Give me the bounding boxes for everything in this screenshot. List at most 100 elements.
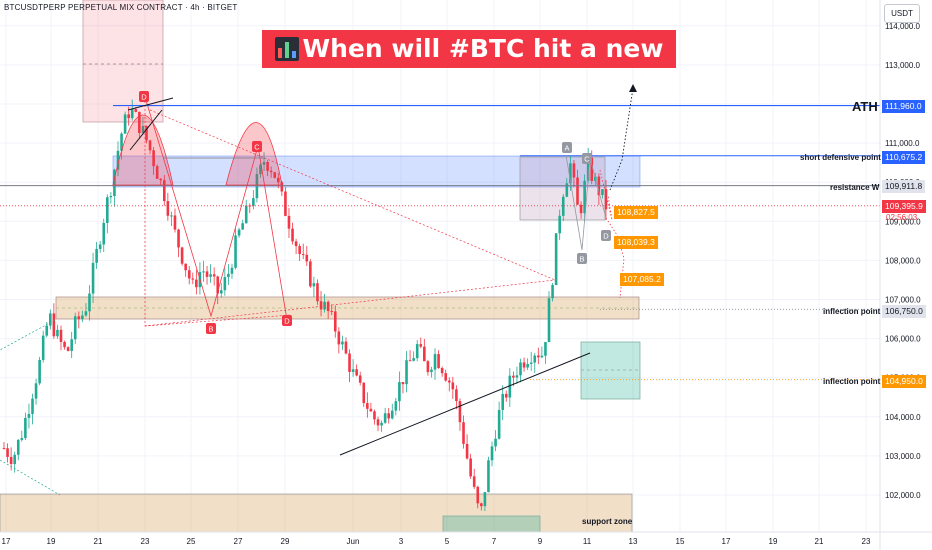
candle-body: [376, 419, 380, 426]
candle-body: [355, 369, 358, 376]
candle-body: [330, 311, 334, 313]
candle-body: [66, 347, 70, 351]
candle-body: [319, 301, 323, 310]
green-dotted-path: [0, 319, 56, 351]
candle-body: [604, 189, 608, 210]
time-tick-label: 13: [629, 537, 638, 546]
target-badge-3: 107,085.2: [620, 273, 664, 286]
target-badge-1: 108,827.5: [614, 206, 658, 219]
candle-body: [170, 215, 173, 217]
green-dotted-path-2: [0, 459, 61, 496]
candle-body: [490, 446, 494, 461]
candle-body: [501, 393, 504, 410]
candle-body: [187, 270, 191, 279]
candle-body: [195, 279, 198, 288]
candle-body: [437, 354, 440, 369]
candle-body: [294, 241, 298, 247]
price-axis: 102,000.0103,000.0104,000.0105,000.0106,…: [879, 0, 921, 550]
trend-line-top: [127, 97, 174, 111]
candle-body: [276, 177, 280, 183]
price-tick-label: 104,000.0: [885, 413, 921, 422]
candle-body: [423, 346, 426, 362]
inflection-label-2: inflection point: [823, 377, 881, 386]
candle-body: [316, 283, 319, 302]
currency-button[interactable]: USDT: [884, 4, 920, 23]
candle-body: [273, 172, 277, 178]
candle-body: [369, 408, 373, 412]
candle-body: [512, 375, 515, 378]
candle-body: [138, 111, 141, 133]
candle-body: [123, 114, 127, 134]
uptrend-line: [339, 352, 591, 456]
candle-body: [173, 215, 177, 230]
candle-body: [472, 476, 476, 487]
pattern-marker: [582, 153, 592, 164]
candle-body: [230, 267, 234, 274]
candle-body: [558, 215, 561, 234]
candle-body: [180, 247, 184, 264]
pattern-marker: [139, 91, 149, 102]
candle-body: [109, 196, 113, 198]
candle-body: [81, 315, 84, 320]
drawn-zones: [0, 0, 641, 533]
price-tick-label: 114,000.0: [885, 22, 921, 31]
pattern-marker: [252, 141, 262, 152]
time-tick-label: 21: [815, 537, 824, 546]
candle-body: [590, 157, 594, 182]
candle-body: [155, 166, 159, 179]
current-price-badge: 109,395.9: [882, 200, 926, 213]
candle-body: [433, 354, 437, 370]
time-tick-label: 21: [94, 537, 103, 546]
time-tick-label: 19: [769, 537, 778, 546]
candle-body: [398, 382, 401, 402]
candle-body: [127, 114, 130, 119]
candle-body: [358, 375, 362, 383]
candle-body: [31, 398, 34, 414]
top-left-supply-zone: [82, 0, 164, 123]
candle-body: [426, 361, 430, 373]
candle-body: [305, 254, 309, 262]
right-abcd-path: [565, 154, 607, 251]
candle-body: [373, 411, 376, 420]
inflection-badge-1: 106,750.0: [882, 305, 926, 318]
candle-body: [366, 403, 369, 409]
pattern-marker: [601, 230, 611, 241]
candle-body: [262, 161, 266, 165]
time-tick-label: 23: [141, 537, 150, 546]
candle-body: [401, 382, 405, 385]
time-tick-label: 7: [492, 537, 497, 546]
candle-body: [141, 126, 145, 133]
candle-body: [387, 413, 391, 419]
resistance-badge: 109,911.8: [882, 180, 926, 193]
candle-body: [405, 360, 408, 385]
price-tick-label: 108,000.0: [885, 256, 921, 265]
candle-body: [333, 311, 337, 332]
candle-body: [6, 448, 9, 457]
ath-label: ATH: [852, 99, 878, 114]
candle-body: [63, 341, 66, 348]
candle-body: [216, 276, 220, 294]
candle-body: [430, 369, 433, 373]
candle-body: [20, 438, 24, 440]
candle-body: [380, 422, 383, 426]
time-tick-label: 29: [281, 537, 290, 546]
candle-body: [24, 417, 27, 439]
candle-body: [205, 271, 209, 277]
support-green-box: [442, 515, 541, 533]
candle-body: [49, 313, 52, 326]
inflection-badge-2: 104,950.0: [882, 375, 926, 388]
pattern-marker: [577, 253, 587, 264]
trend-line-left: [129, 109, 163, 151]
candle-body: [244, 205, 248, 224]
candle-body: [494, 438, 497, 447]
bullish-arrow-head: [629, 84, 637, 92]
candle-body: [116, 150, 120, 170]
candle-body: [440, 368, 444, 374]
price-tick-label: 109,000.0: [885, 217, 921, 226]
candle-body: [362, 382, 366, 404]
candle-countdown: 02:56:03: [886, 213, 918, 222]
candle-body: [219, 290, 223, 294]
price-tick-label: 113,000.0: [885, 61, 921, 70]
candle-body: [337, 331, 341, 345]
